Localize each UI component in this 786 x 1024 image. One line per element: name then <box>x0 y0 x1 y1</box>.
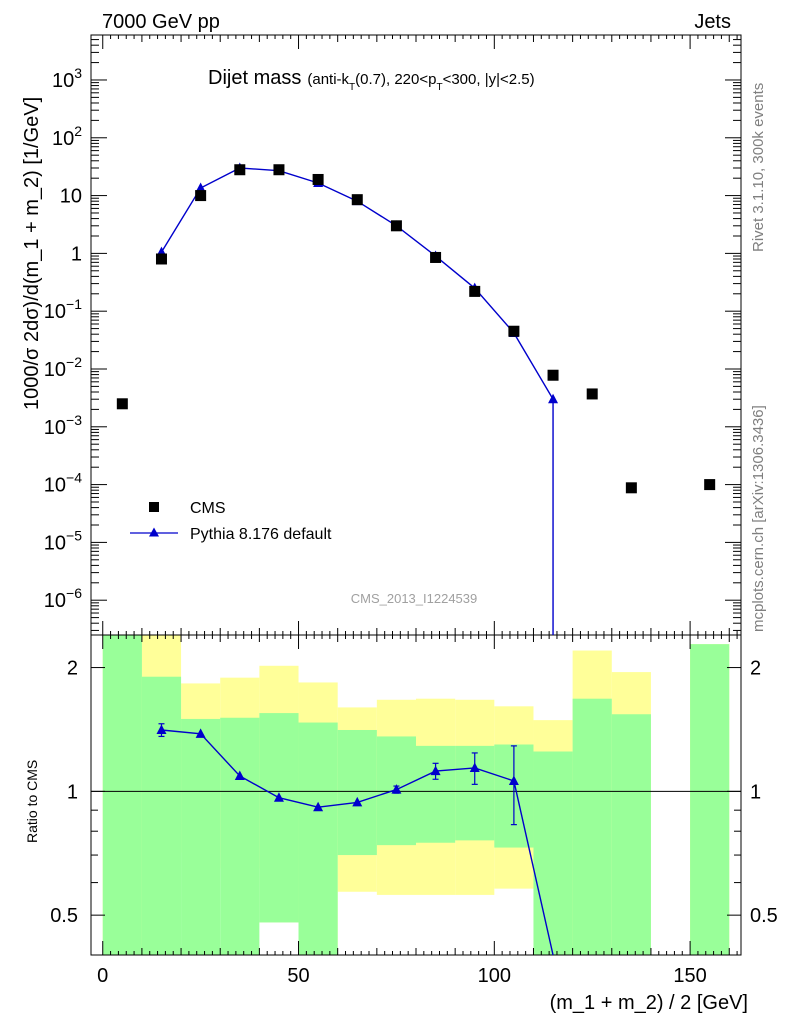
rivet-label: Rivet 3.1.10, 300k events <box>750 83 767 252</box>
cms-point <box>273 164 285 176</box>
green-band-segment <box>611 714 651 955</box>
axis-ticks <box>91 34 741 956</box>
y-tick-label: 1 <box>71 243 82 265</box>
ratio-tick-label-right: 2 <box>750 658 761 680</box>
ratio-tick-label-left: 1 <box>67 781 78 803</box>
cms-point <box>547 369 559 381</box>
x-tick-label: 100 <box>478 965 511 987</box>
ratio-point <box>430 765 441 776</box>
ratio-tick-label-right: 0.5 <box>750 905 778 927</box>
title-main: Dijet mass <box>208 67 301 89</box>
green-band-segment <box>298 722 338 955</box>
cms-point <box>508 325 520 337</box>
cms-point <box>234 164 246 176</box>
axis-tick-labels: 0 50 100 15010310210110−110−210−310−410−510… <box>44 65 778 987</box>
header-right: Jets <box>694 11 731 33</box>
title-sub-c: (0.7), 220<p <box>355 71 436 88</box>
ratio-point <box>195 728 206 738</box>
y-tick-label: 10−6 <box>44 585 82 612</box>
x-tick-label: 50 <box>287 965 309 987</box>
ratio-point <box>352 796 363 807</box>
legend-cms-label: CMS <box>190 500 226 517</box>
cms-point <box>430 251 442 263</box>
green-band-segment <box>690 644 730 955</box>
top-y-axis-label: 1000/σ 2dσ)/d(m_1 + m_2) [1/GeV] <box>21 97 43 410</box>
legend: CMS Pythia 8.176 default <box>130 500 332 543</box>
title-sub-e: <300, |y|<2.5) <box>443 71 535 88</box>
mc-curve <box>160 167 554 635</box>
title-sub-a: (anti-k <box>307 71 349 88</box>
mc-point <box>195 182 206 193</box>
y-tick-label: 10−2 <box>44 354 82 381</box>
green-band-segment <box>572 698 612 955</box>
ratio-point <box>508 775 519 785</box>
header-left: 7000 GeV pp <box>102 11 220 33</box>
cms-point <box>351 194 363 206</box>
ratio-tick-label-left: 2 <box>67 658 78 680</box>
y-tick-label: 10−4 <box>44 470 82 497</box>
x-tick-label: 0 <box>97 965 108 987</box>
y-tick-label: 10−5 <box>44 527 82 554</box>
legend-cms-marker <box>149 502 159 512</box>
mc-line-series <box>156 162 559 635</box>
cms-point <box>704 479 716 491</box>
mcplots-label: mcplots.cern.ch [arXiv:1306.3436] <box>750 405 767 632</box>
green-band-segment <box>533 751 573 955</box>
y-tick-label: 103 <box>52 65 82 92</box>
x-tick-label: 150 <box>673 965 706 987</box>
green-band-segment <box>102 635 142 955</box>
ratio-point <box>156 724 167 734</box>
x-axis-label: (m_1 + m_2) / 2 [GeV] <box>550 992 748 1014</box>
mc-point <box>548 393 559 404</box>
ratio-line-series <box>156 723 554 956</box>
analysis-watermark: CMS_2013_I1224539 <box>351 591 478 606</box>
green-band-segment <box>181 718 221 955</box>
ratio-point <box>273 792 284 802</box>
cms-point <box>625 482 637 494</box>
ratio-tick-label-right: 1 <box>750 781 761 803</box>
cms-data-series <box>116 164 716 494</box>
green-band-segment <box>259 713 299 923</box>
green-band-segment <box>337 729 377 856</box>
y-tick-label: 102 <box>52 123 82 150</box>
cms-point <box>586 388 598 400</box>
ratio-point <box>391 784 402 794</box>
title-sub-b: T <box>349 82 355 93</box>
cms-point <box>390 220 402 232</box>
green-band-segment <box>416 745 456 843</box>
ratio-point <box>313 801 324 812</box>
cms-point <box>312 173 324 185</box>
bottom-y-axis-label: Ratio to CMS <box>24 760 40 843</box>
green-band-segment <box>141 676 182 955</box>
chart-title: Dijet mass (anti-kT(0.7), 220<pT<300, |y|… <box>208 67 535 93</box>
legend-mc-marker <box>149 527 159 537</box>
legend-mc-label: Pythia 8.176 default <box>190 526 332 543</box>
cms-point <box>469 285 481 297</box>
y-tick-label: 10−3 <box>44 412 82 439</box>
cms-point <box>155 253 167 265</box>
ratio-point <box>469 762 480 772</box>
cms-point <box>195 190 207 202</box>
green-band-segment <box>220 717 260 955</box>
y-tick-label: 10 <box>60 186 82 208</box>
ratio-uncertainty-bands <box>102 635 730 955</box>
top-panel-frame <box>90 34 742 636</box>
ratio-tick-label-left: 0.5 <box>50 905 78 927</box>
y-tick-label: 10−1 <box>44 296 82 323</box>
ratio-point <box>234 770 245 780</box>
cms-point <box>116 398 128 410</box>
title-sub-d: T <box>436 82 442 93</box>
